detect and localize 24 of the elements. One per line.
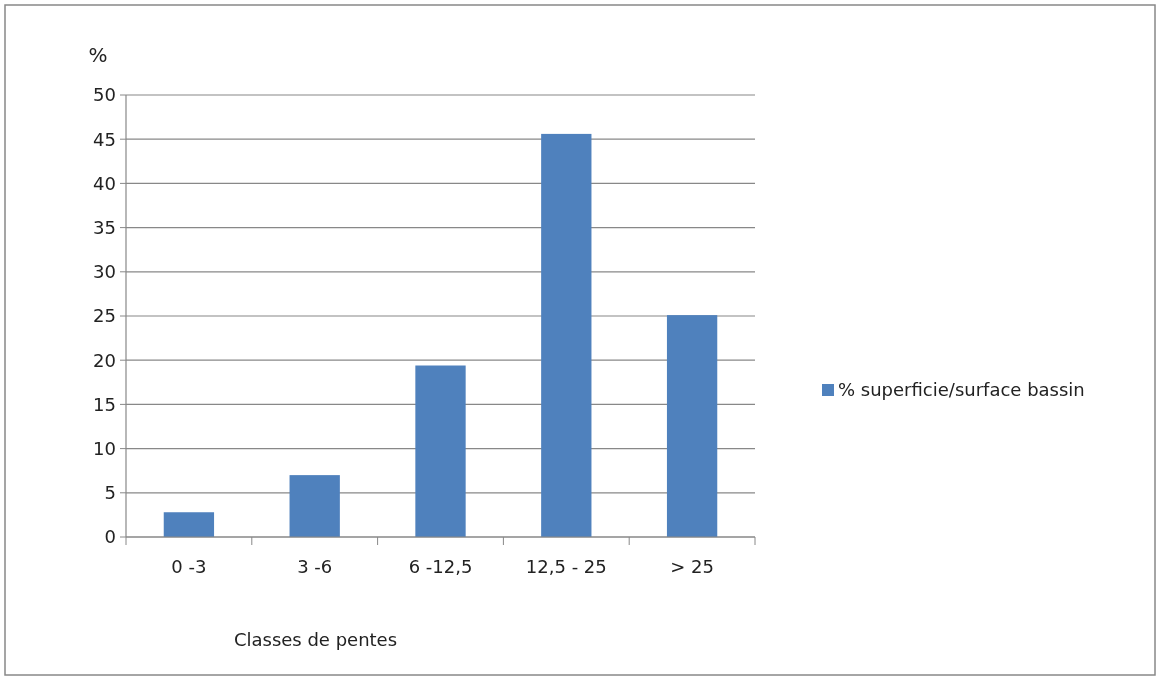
y-tick-label: 30 <box>93 261 116 283</box>
x-tick-label: 12,5 - 25 <box>525 556 607 577</box>
y-tick-label: 45 <box>93 128 116 150</box>
x-axis-title: Classes de pentes <box>233 629 398 650</box>
bar <box>415 365 466 537</box>
x-tick-label: 0 -3 <box>171 556 207 577</box>
bar <box>541 133 592 537</box>
legend-label: % superficie/surface bassin <box>838 379 1085 401</box>
y-tick-label: 50 <box>93 84 116 106</box>
y-tick-label: 5 <box>104 482 116 504</box>
bar <box>666 315 718 537</box>
bar <box>289 475 340 537</box>
x-tick-label: > 25 <box>670 556 714 577</box>
y-tick-label: 25 <box>93 305 116 327</box>
y-tick-label: 20 <box>93 349 116 371</box>
y-tick-label: 35 <box>93 216 116 238</box>
y-tick-label: 40 <box>93 172 116 194</box>
bar <box>163 512 215 537</box>
x-tick-label: 3 -6 <box>297 556 333 577</box>
y-tick-label: 10 <box>93 437 116 459</box>
y-axis-title: % <box>88 43 108 67</box>
y-tick-label: 0 <box>104 526 116 548</box>
y-tick-label: 15 <box>93 393 116 415</box>
x-tick-label: 6 -12,5 <box>408 556 473 577</box>
